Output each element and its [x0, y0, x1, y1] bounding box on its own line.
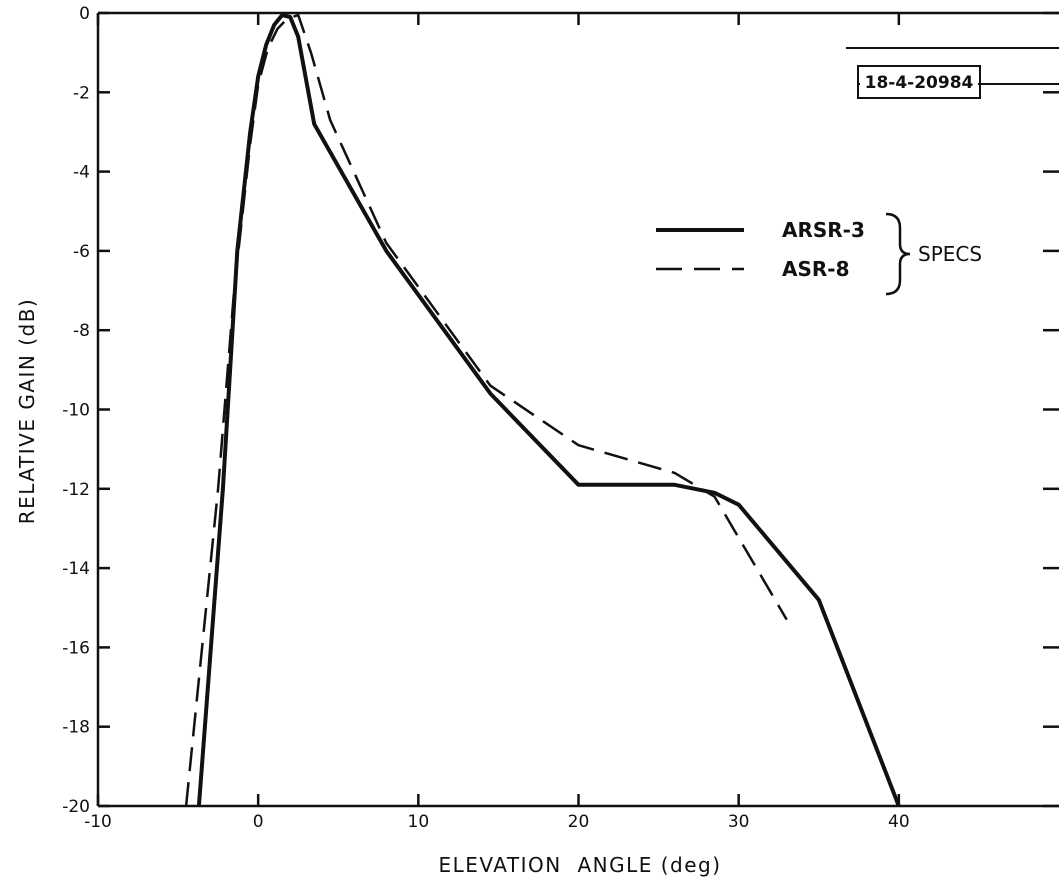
legend-brace [885, 212, 911, 296]
x-axis-title: ELEVATION ANGLE (deg) [438, 853, 721, 877]
plot-frame [96, 11, 1059, 808]
figure-id: 18-4-20984 [865, 73, 974, 93]
y-axis-title: RELATIVE GAIN (dB) [15, 298, 39, 524]
y-tick-label: -10 [62, 401, 90, 421]
x-tick-label: 10 [408, 812, 430, 832]
y-tick-label: -2 [73, 83, 90, 103]
series-lines [184, 13, 901, 807]
x-tick-label: 20 [568, 812, 590, 832]
x-tick-label: -10 [84, 812, 112, 832]
series-line-arsr-3 [196, 13, 901, 807]
y-tick-label: -4 [73, 163, 90, 183]
x-tick-label: 30 [728, 812, 750, 832]
y-tick-label: -16 [62, 638, 90, 658]
legend: ARSR-3 ASR-8 SPECS [656, 212, 982, 296]
tick-labels: -10 0 10 20 30 40 0 -2 -4 -6 -8 -10 -12 -14 -16 -18 -20 [62, 4, 909, 832]
x-tick-label: 0 [253, 812, 264, 832]
y-tick-label: -14 [62, 559, 90, 579]
legend-label-asr8: ASR-8 [782, 257, 850, 281]
legend-bracket-label: SPECS [918, 242, 982, 266]
axis-ticks [96, 11, 1059, 808]
series-line-asr-8 [184, 13, 788, 807]
y-tick-label: -8 [73, 321, 90, 341]
y-tick-label: -12 [62, 480, 90, 500]
y-tick-label: -6 [73, 242, 90, 262]
legend-label-arsr3: ARSR-3 [782, 218, 865, 242]
y-tick-label: -18 [62, 718, 90, 738]
figure-id-box: 18-4-20984 [846, 47, 1059, 99]
y-tick-label: -20 [62, 797, 90, 817]
y-tick-label: 0 [79, 4, 90, 24]
figure-id-frame [857, 65, 981, 99]
x-tick-label: 40 [888, 812, 910, 832]
